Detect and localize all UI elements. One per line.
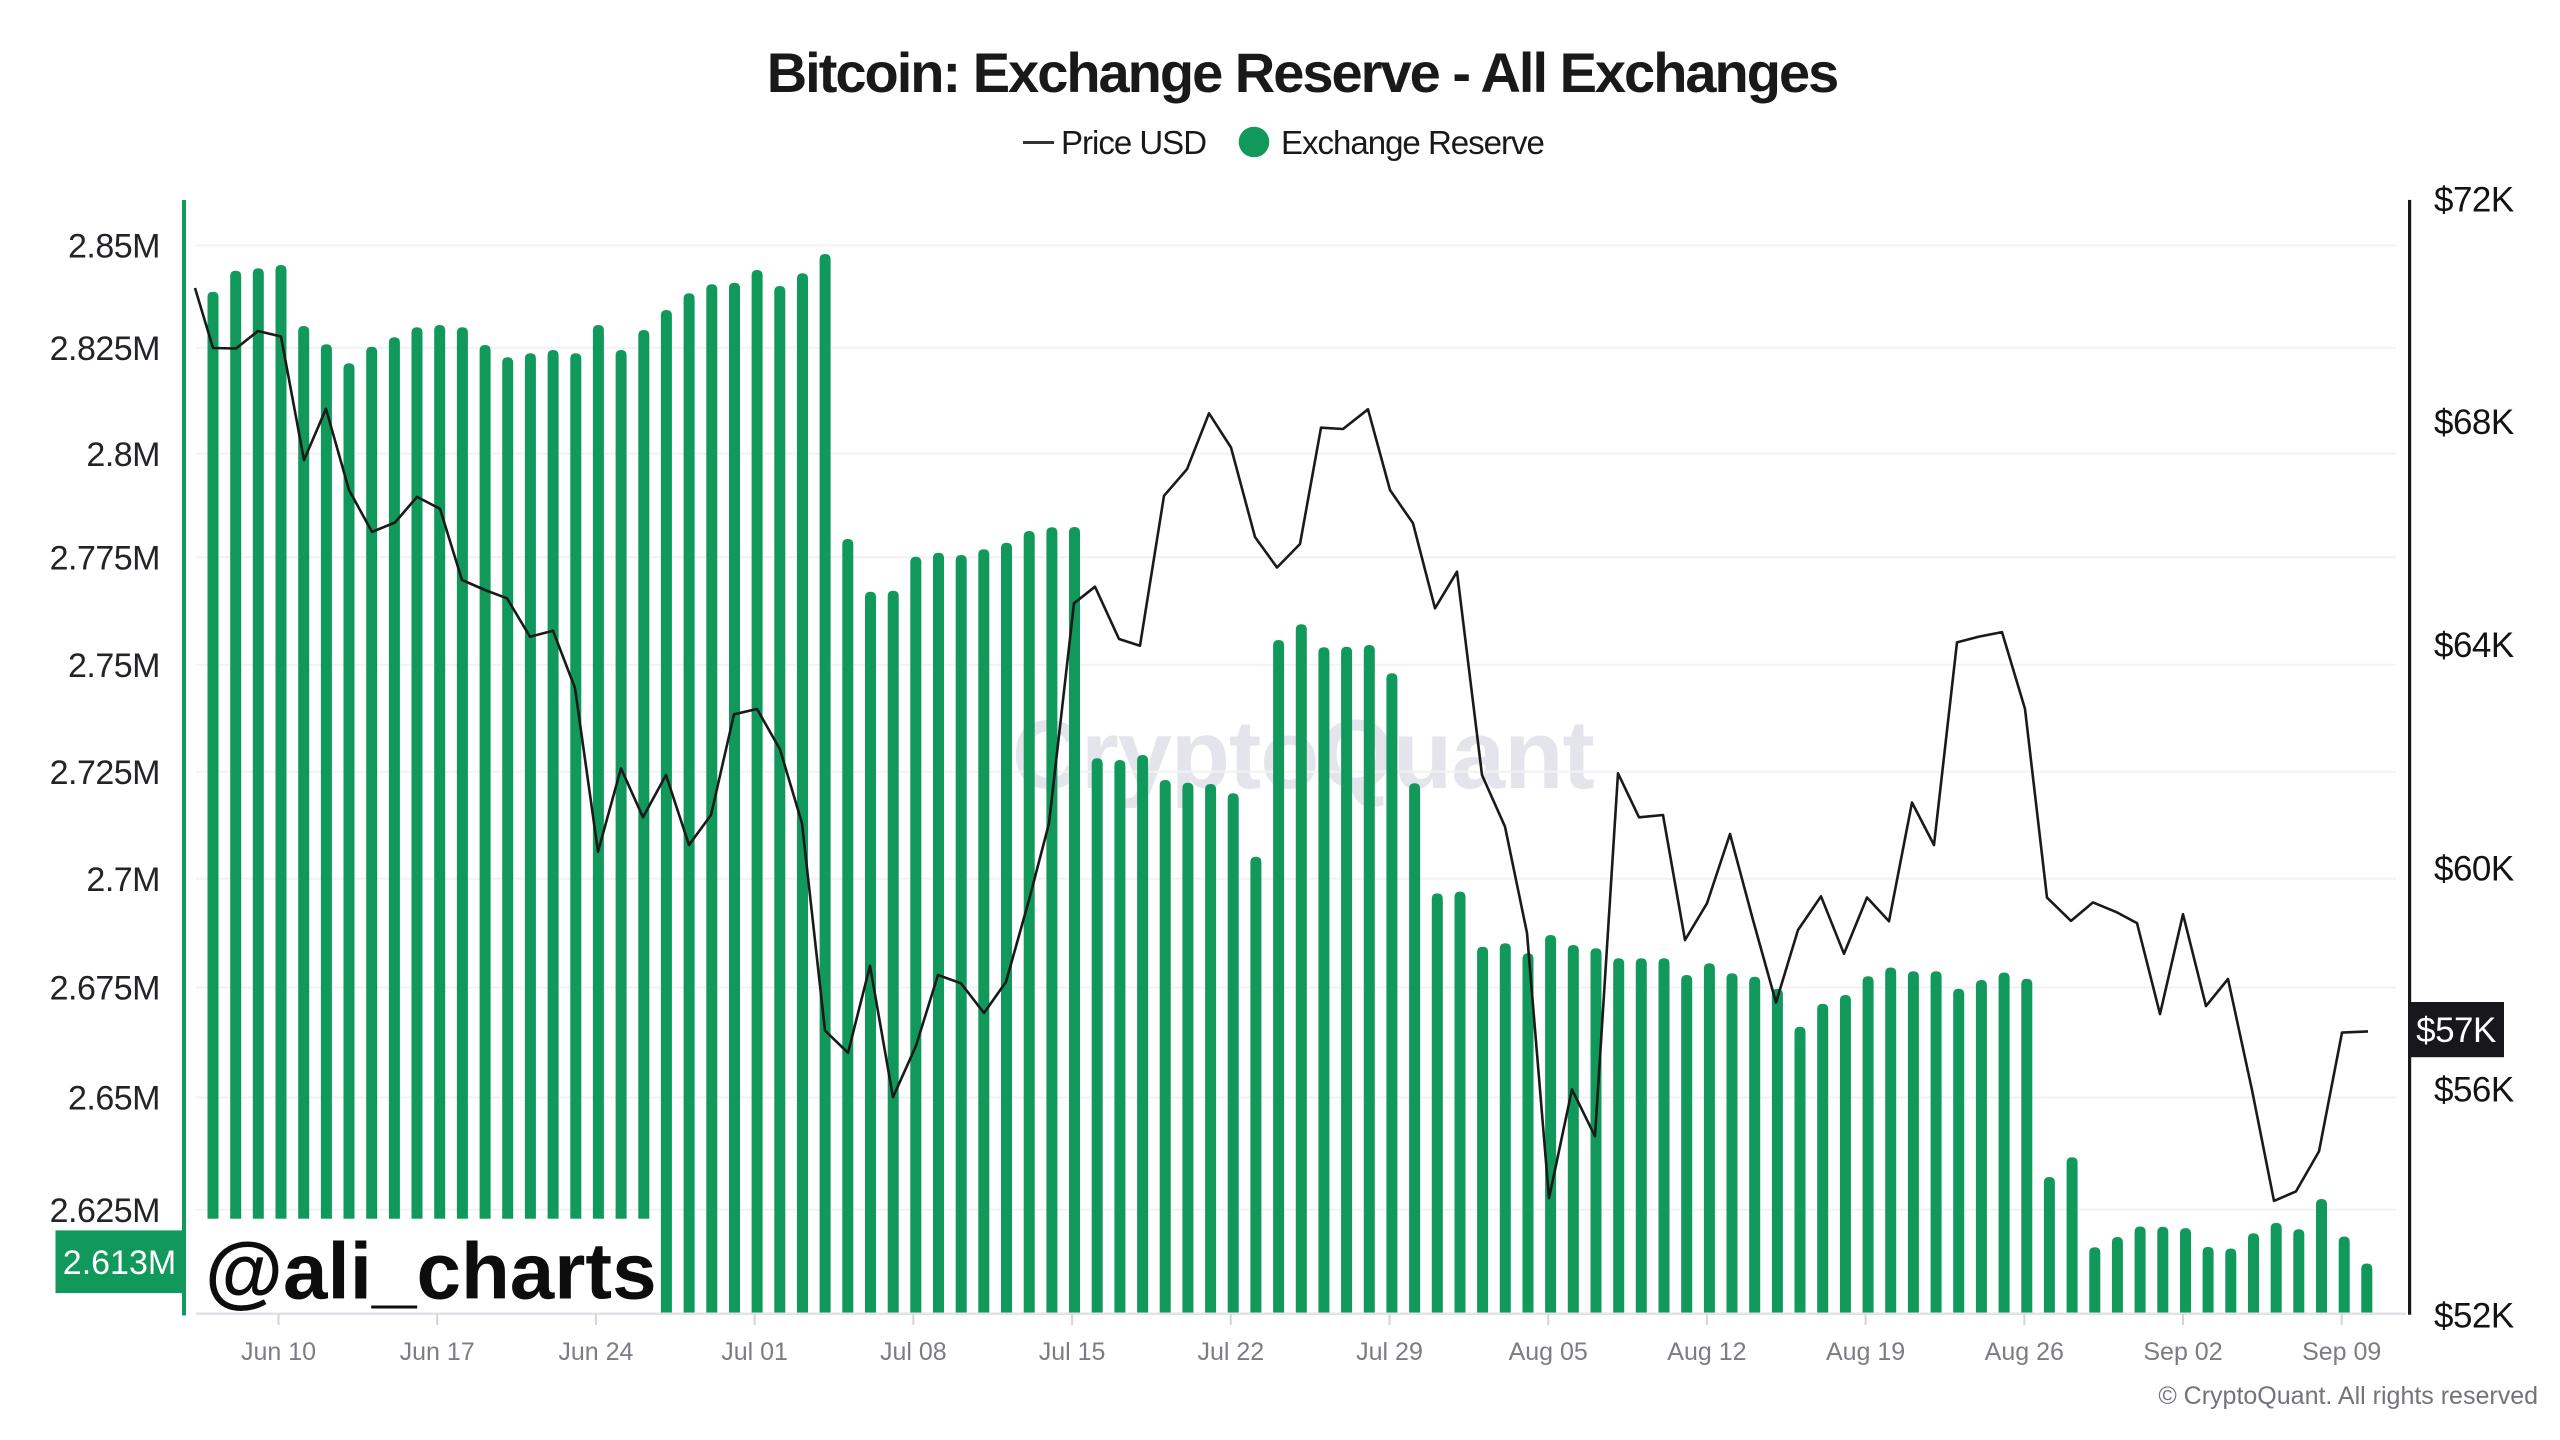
svg-text:2.775M: 2.775M [50, 539, 160, 577]
svg-text:2.8M: 2.8M [86, 436, 160, 474]
svg-text:Jul 08: Jul 08 [880, 1338, 947, 1366]
svg-text:Sep 09: Sep 09 [2302, 1338, 2381, 1366]
svg-text:2.7M: 2.7M [86, 861, 160, 899]
svg-text:$60K: $60K [2434, 850, 2514, 889]
svg-text:2.675M: 2.675M [50, 970, 160, 1008]
svg-text:Jul 15: Jul 15 [1039, 1338, 1106, 1366]
svg-text:Jun 24: Jun 24 [558, 1338, 633, 1366]
svg-text:2.85M: 2.85M [68, 228, 160, 266]
svg-text:@ali_charts: @ali_charts [205, 1227, 657, 1316]
svg-text:2.613M: 2.613M [63, 1244, 176, 1282]
svg-text:Exchange Reserve: Exchange Reserve [1281, 124, 1544, 161]
svg-text:$64K: $64K [2434, 626, 2514, 665]
svg-text:Sep 02: Sep 02 [2143, 1338, 2222, 1366]
svg-text:© CryptoQuant. All rights rese: © CryptoQuant. All rights reserved [2158, 1382, 2538, 1410]
svg-text:Aug 26: Aug 26 [1985, 1338, 2064, 1366]
svg-text:2.625M: 2.625M [50, 1192, 160, 1230]
svg-text:Jul 01: Jul 01 [721, 1338, 788, 1366]
svg-text:$57K: $57K [2416, 1011, 2496, 1050]
svg-text:Jul 29: Jul 29 [1356, 1338, 1423, 1366]
svg-text:$72K: $72K [2434, 181, 2514, 220]
svg-text:Aug 12: Aug 12 [1667, 1338, 1746, 1366]
svg-text:Jul 22: Jul 22 [1197, 1338, 1264, 1366]
svg-text:Price USD: Price USD [1061, 124, 1206, 161]
svg-text:$56K: $56K [2434, 1071, 2514, 1110]
svg-text:Jun 10: Jun 10 [241, 1338, 316, 1366]
svg-text:Aug 05: Aug 05 [1509, 1338, 1588, 1366]
svg-text:Jun 17: Jun 17 [400, 1338, 475, 1366]
svg-text:2.825M: 2.825M [50, 330, 160, 368]
svg-text:Bitcoin: Exchange Reserve - Al: Bitcoin: Exchange Reserve - All Exchange… [767, 41, 1838, 104]
svg-text:Aug 19: Aug 19 [1826, 1338, 1905, 1366]
svg-text:$68K: $68K [2434, 403, 2514, 442]
svg-text:2.725M: 2.725M [50, 754, 160, 792]
svg-text:2.65M: 2.65M [68, 1080, 160, 1118]
svg-text:2.75M: 2.75M [68, 647, 160, 685]
svg-text:$52K: $52K [2434, 1297, 2514, 1336]
